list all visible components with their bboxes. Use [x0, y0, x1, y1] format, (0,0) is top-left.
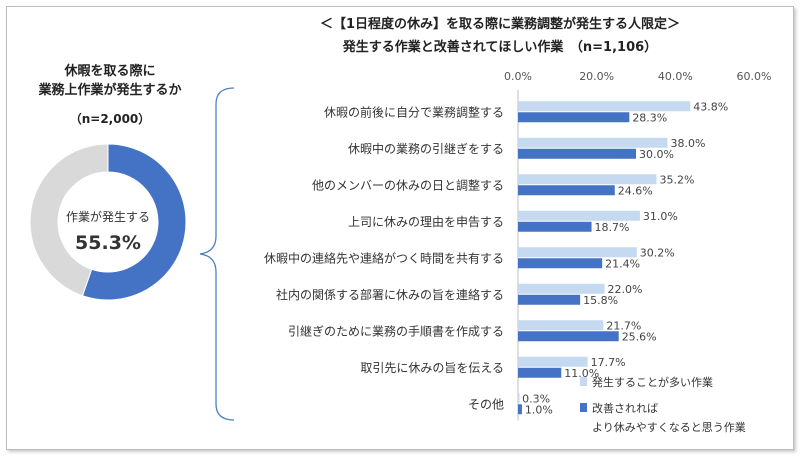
category-label: 休暇中の業務の引継ぎをする — [348, 141, 504, 156]
category-label: その他 — [468, 397, 504, 411]
data-label: 11.0% — [564, 367, 599, 380]
x-tick-label: 20.0% — [579, 70, 614, 83]
data-label: 18.7% — [595, 221, 630, 234]
chart-title: ＜【1日程度の休み】を取る際に業務調整が発生する人限定＞ — [319, 17, 681, 32]
donut-center-value: 55.3% — [75, 232, 141, 254]
donut-slice-1 — [29, 143, 109, 297]
data-label: 22.0% — [608, 283, 643, 296]
donut-slice-0 — [81, 143, 187, 301]
data-label: 43.8% — [693, 100, 728, 113]
donut-center-label: 作業が発生する — [65, 210, 150, 224]
data-label: 30.0% — [639, 148, 674, 161]
legend-label-occurs: 発生することが多い作業 — [592, 375, 713, 389]
x-tick-label: 60.0% — [737, 70, 772, 83]
legend-swatch-occurs — [580, 377, 587, 386]
bar-occurs — [518, 356, 588, 367]
data-label: 21.4% — [605, 257, 640, 270]
donut-title-line2: 業務上作業が発生するか — [38, 83, 182, 98]
bar-improve — [518, 367, 562, 378]
category-label: 取引先に休みの旨を伝える — [360, 361, 504, 375]
donut-sample-size: （n=2,000） — [69, 112, 151, 126]
data-label: 25.6% — [622, 330, 657, 343]
category-label: 社内の関係する部署に休みの旨を連絡する — [276, 287, 504, 302]
bar-improve — [518, 185, 615, 196]
bar-occurs — [518, 101, 691, 112]
category-label: 休暇中の連絡先や連絡がつく時間を共有する — [264, 250, 504, 265]
bar-improve — [518, 294, 581, 305]
data-label: 17.7% — [591, 356, 626, 369]
bar-occurs — [518, 247, 637, 258]
bar-occurs — [518, 283, 605, 294]
bar-improve — [518, 258, 603, 269]
legend-swatch-improve — [580, 403, 587, 412]
donut-title-line1: 休暇を取る際に — [64, 64, 156, 79]
data-label: 28.3% — [632, 111, 667, 124]
category-label: 引継ぎのために業務の手順書を作成する — [288, 323, 504, 338]
category-label: 休暇の前後に自分で業務調整する — [324, 104, 504, 119]
bar-improve — [518, 221, 592, 232]
donut-title: 休暇を取る際に 業務上作業が発生するか — [30, 62, 190, 100]
bar-chart: 0.0% 20.0% 40.0% 60.0% 休暇の前後に自分で業務調整する 43.8% 2… — [264, 70, 772, 434]
donut-chart — [29, 143, 187, 301]
bar-improve — [518, 112, 630, 123]
bar-occurs — [518, 174, 657, 185]
data-label: 31.0% — [643, 210, 678, 223]
bar-occurs — [518, 137, 668, 148]
brace-connector — [199, 87, 235, 421]
bar-improve — [518, 331, 619, 342]
data-label: 24.6% — [618, 184, 653, 197]
brace-path — [199, 87, 235, 421]
data-label: 1.0% — [525, 403, 553, 416]
data-label: 38.0% — [670, 137, 705, 150]
bar-occurs — [518, 320, 604, 331]
category-label: 他のメンバーの休みの日と調整する — [312, 177, 504, 192]
x-tick-label: 40.0% — [658, 70, 693, 83]
category-label: 上司に休みの理由を申告する — [348, 215, 504, 229]
bar-improve — [518, 148, 636, 159]
data-label: 30.2% — [640, 246, 675, 259]
figure-frame — [6, 6, 794, 450]
bar-occurs — [518, 210, 640, 221]
legend-label-improve-1: 改善されれば — [592, 401, 658, 415]
legend-label-improve-2: より休みやすくなると思う作業 — [592, 421, 746, 434]
x-tick-label: 0.0% — [504, 70, 532, 83]
chart-subtitle: 発生する作業と改善されてほしい作業 （n=1,106） — [342, 40, 658, 55]
data-label: 15.8% — [583, 294, 618, 307]
bar-occurs — [518, 393, 520, 404]
data-label: 21.7% — [606, 319, 641, 332]
bar-improve — [518, 404, 522, 415]
data-label: 0.3% — [522, 392, 550, 405]
data-label: 35.2% — [659, 173, 694, 186]
